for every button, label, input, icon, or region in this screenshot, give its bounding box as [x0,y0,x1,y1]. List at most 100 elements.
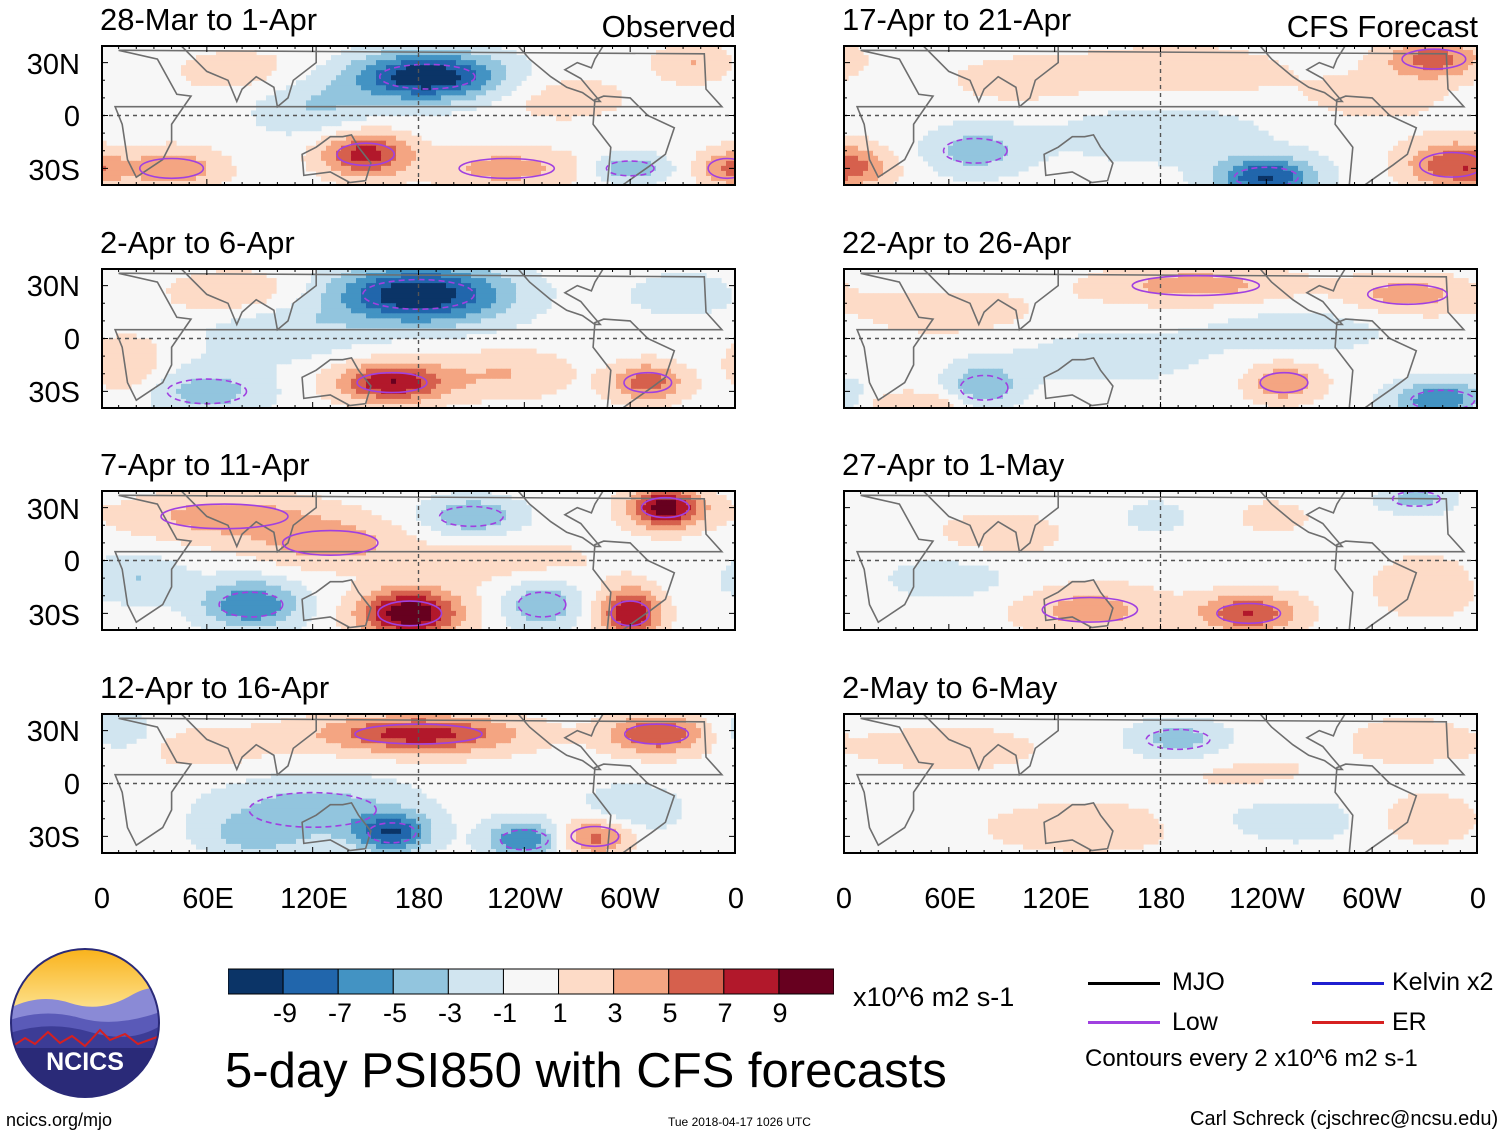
anomaly-cell [336,65,342,71]
anomaly-cell [241,298,247,304]
anomaly-cell [501,505,507,511]
anomaly-cell [411,388,417,395]
anomaly-cell [441,383,447,390]
anomaly-cell [501,180,507,186]
anomaly-cell [201,55,207,61]
anomaly-cell [726,140,732,147]
anomaly-cell [551,150,557,157]
anomaly-cell [271,95,277,101]
anomaly-cell [451,65,457,71]
anomaly-cell [461,500,467,506]
anomaly-cell [391,358,397,365]
anomaly-cell [301,520,307,526]
anomaly-cell [486,75,492,81]
anomaly-cell [406,323,412,330]
anomaly-cell [711,505,717,511]
anomaly-cell [356,175,362,182]
anomaly-cell [246,353,252,360]
anomaly-cell [651,175,657,182]
anomaly-cell [261,65,267,71]
anomaly-cell [391,293,397,299]
anomaly-cell [231,505,237,511]
anomaly-cell [356,403,362,409]
anomaly-cell [266,495,272,501]
anomaly-cell [486,175,492,182]
anomaly-cell [626,368,632,375]
anomaly-cell [556,373,562,380]
anomaly-cell [361,273,367,279]
anomaly-cell [191,150,197,157]
anomaly-cell [401,273,407,279]
anomaly-cell [316,145,322,152]
anomaly-cell [441,318,447,324]
anomaly-cell [251,328,257,335]
anomaly-cell [516,510,522,516]
anomaly-cell [391,75,397,81]
anomaly-cell [101,348,107,355]
anomaly-cell [381,368,387,375]
anomaly-cell [521,313,527,319]
anomaly-cell [406,80,412,86]
anomaly-cell [356,273,362,279]
anomaly-cell [396,140,402,147]
anomaly-cell [206,530,212,536]
anomaly-cell [251,530,257,536]
anomaly-cell [601,85,607,91]
anomaly-cell [496,60,502,66]
anomaly-cell [451,105,457,112]
anomaly-cell [506,303,512,309]
anomaly-cell [481,308,487,314]
anomaly-cell [546,150,552,157]
anomaly-cell [521,368,527,375]
anomaly-cell [366,323,372,330]
anomaly-cell [181,70,187,76]
anomaly-cell [316,298,322,304]
anomaly-cell [511,85,517,91]
anomaly-cell [636,383,642,390]
anomaly-cell [336,95,342,101]
anomaly-cell [236,353,242,360]
anomaly-cell [496,65,502,71]
anomaly-cell [136,165,142,172]
anomaly-cell [666,278,672,284]
anomaly-cell [431,95,437,101]
anomaly-cell [326,338,332,345]
anomaly-cell [251,343,257,350]
anomaly-cell [691,60,697,66]
anomaly-cell [726,373,732,380]
anomaly-cell [106,505,112,511]
anomaly-cell [686,80,692,86]
panel-title: 22-Apr to 26-Apr [842,225,1072,260]
anomaly-cell [386,50,392,56]
anomaly-cell [396,273,402,279]
lat-tick-label: 0 [63,769,80,801]
anomaly-cell [621,505,627,511]
anomaly-cell [171,398,177,405]
anomaly-cell [251,358,257,365]
anomaly-cell [176,515,182,521]
anomaly-cell [436,388,442,395]
anomaly-cell [296,520,302,526]
anomaly-cell [181,525,187,531]
anomaly-cell [536,170,542,177]
anomaly-cell [481,490,487,496]
anomaly-cell [381,55,387,61]
anomaly-cell [196,403,202,409]
anomaly-cell [701,70,707,76]
anomaly-cell [476,505,482,511]
anomaly-cell [216,273,222,279]
anomaly-cell [111,150,117,157]
anomaly-cell [251,515,257,521]
anomaly-cell [176,368,182,375]
anomaly-cell [501,90,507,96]
anomaly-cell [191,525,197,531]
anomaly-cell [691,530,697,536]
anomaly-cell [341,268,347,274]
anomaly-cell [266,338,272,345]
anomaly-cell [671,383,677,390]
anomaly-cell [406,383,412,390]
anomaly-cell [261,373,267,380]
anomaly-cell [456,180,462,186]
anomaly-cell [436,105,442,112]
anomaly-cell [526,510,532,516]
